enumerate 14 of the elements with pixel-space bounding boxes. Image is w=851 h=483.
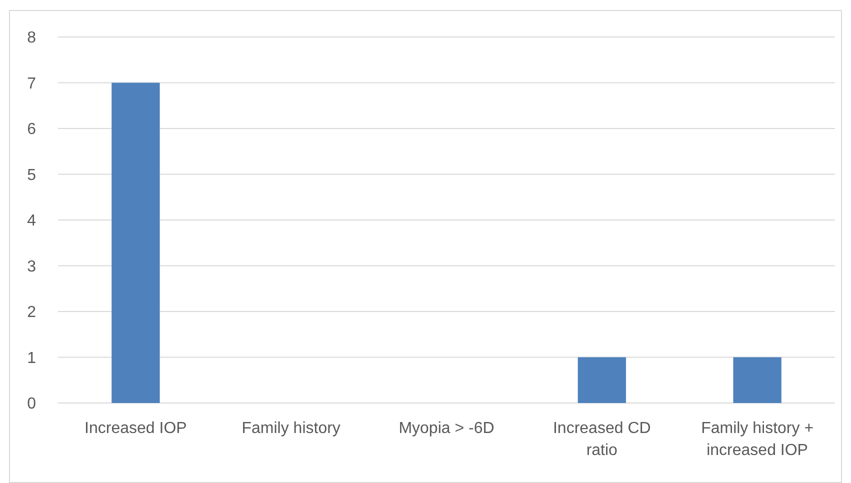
- x-tick-label: Increased IOP: [84, 420, 187, 437]
- y-tick-label: 8: [27, 30, 36, 47]
- y-tick-label: 0: [27, 396, 36, 413]
- y-tick-label: 1: [27, 350, 36, 367]
- y-tick-label: 2: [27, 304, 36, 322]
- y-tick-label: 7: [27, 75, 36, 92]
- y-tick-label: 4: [27, 212, 36, 230]
- y-tick-label: 6: [27, 121, 36, 138]
- x-tick-label: Increased CD ratio: [552, 420, 651, 459]
- y-tick-label: 3: [27, 258, 36, 276]
- x-tick-label: Myopia > -6D: [398, 420, 494, 437]
- y-tick-label: 5: [27, 166, 36, 184]
- x-tick-label: Family history: [242, 420, 340, 437]
- x-tick-label: Family history + increased IOP: [701, 420, 814, 459]
